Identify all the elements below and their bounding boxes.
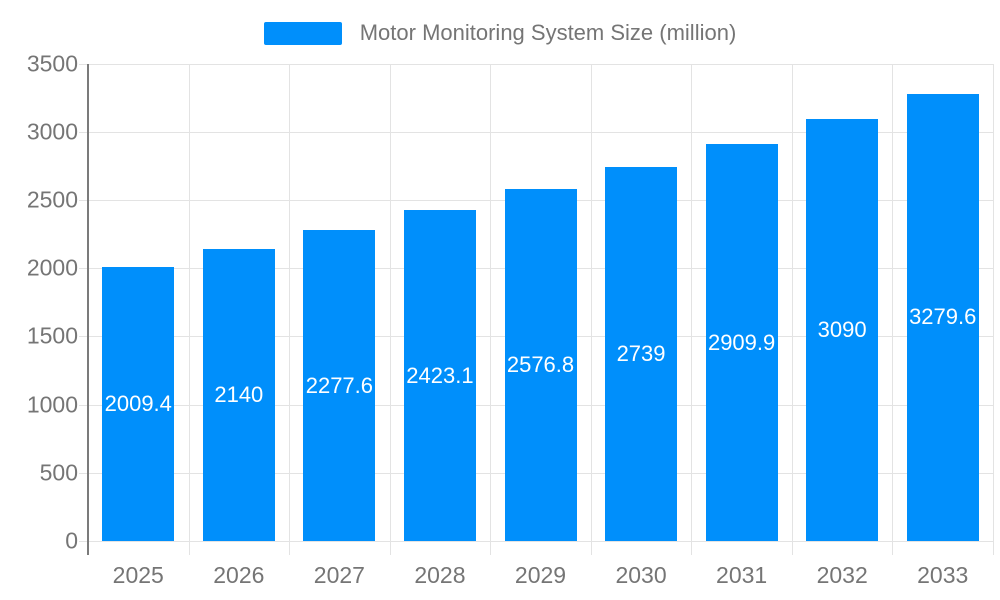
bar[interactable]: [605, 167, 678, 541]
y-gridline: [88, 131, 993, 133]
x-axis-tick: [993, 541, 994, 555]
bar[interactable]: [504, 189, 577, 541]
y-axis-label: 3500: [26, 50, 78, 76]
legend-label: Motor Monitoring System Size (million): [359, 20, 737, 45]
x-axis-tick: [490, 541, 492, 555]
bar-value-label: 3279.6: [909, 304, 977, 330]
x-gridline: [892, 63, 894, 541]
y-axis-tick: [79, 63, 88, 65]
y-axis-line: [87, 63, 89, 555]
bar-value-label: 2009.4: [104, 390, 172, 416]
bar[interactable]: [403, 210, 476, 541]
bar-value-label: 2140: [214, 382, 264, 408]
bar[interactable]: [102, 266, 175, 541]
x-axis-label: 2032: [816, 562, 868, 588]
bar-value-label: 2576.8: [506, 352, 575, 378]
x-gridline: [691, 63, 693, 541]
x-axis-tick: [791, 541, 793, 555]
y-axis-label: 3000: [26, 118, 78, 145]
y-axis-tick: [79, 404, 88, 406]
y-axis-tick: [79, 199, 88, 201]
bar-value-label: 2277.6: [305, 372, 374, 398]
bar-value-label: 3090: [817, 317, 867, 343]
x-axis-label: 2026: [213, 562, 265, 588]
y-axis-label: 1500: [26, 322, 78, 349]
y-axis-tick: [79, 472, 88, 474]
bar[interactable]: [202, 249, 275, 541]
x-gridline: [289, 63, 291, 541]
x-gridline: [993, 63, 994, 541]
x-gridline: [791, 63, 793, 541]
x-gridline: [490, 63, 492, 541]
x-axis-tick: [289, 541, 291, 555]
bar[interactable]: [806, 119, 879, 541]
x-axis-tick: [892, 541, 894, 555]
x-gridline: [188, 63, 190, 541]
x-axis-label: 2028: [414, 562, 466, 588]
y-axis-label: 500: [39, 459, 78, 486]
bar[interactable]: [705, 144, 778, 541]
bar[interactable]: [906, 93, 979, 541]
y-axis-tick: [79, 131, 88, 133]
x-axis-label: 2025: [112, 562, 164, 588]
y-axis-tick: [79, 336, 88, 338]
x-axis-tick: [188, 541, 190, 555]
x-gridline: [590, 63, 592, 541]
y-axis-label: 1000: [26, 391, 78, 418]
bar[interactable]: [303, 230, 376, 541]
y-gridline: [88, 63, 993, 65]
bar-value-label: 2909.9: [707, 329, 776, 355]
x-gridline: [389, 63, 391, 541]
x-axis-label: 2030: [615, 562, 667, 588]
x-axis-tick: [691, 541, 693, 555]
x-axis-tick: [590, 541, 592, 555]
x-axis-label: 2027: [313, 562, 365, 588]
y-axis-label: 2000: [26, 254, 78, 281]
y-axis-tick: [79, 541, 88, 542]
y-axis-label: 2500: [26, 186, 78, 213]
legend-swatch-icon: [263, 21, 342, 45]
bar-value-label: 2423.1: [406, 362, 474, 388]
chart-legend[interactable]: Motor Monitoring System Size (million): [0, 20, 1000, 46]
bar-value-label: 2739: [616, 341, 666, 367]
x-axis-label: 2033: [917, 562, 969, 588]
x-axis-tick: [389, 541, 391, 555]
x-axis-label: 2031: [716, 562, 768, 588]
y-gridline: [88, 541, 993, 542]
y-axis-tick: [79, 268, 88, 270]
x-axis-label: 2029: [514, 562, 567, 588]
y-axis-label: 0: [65, 527, 78, 554]
